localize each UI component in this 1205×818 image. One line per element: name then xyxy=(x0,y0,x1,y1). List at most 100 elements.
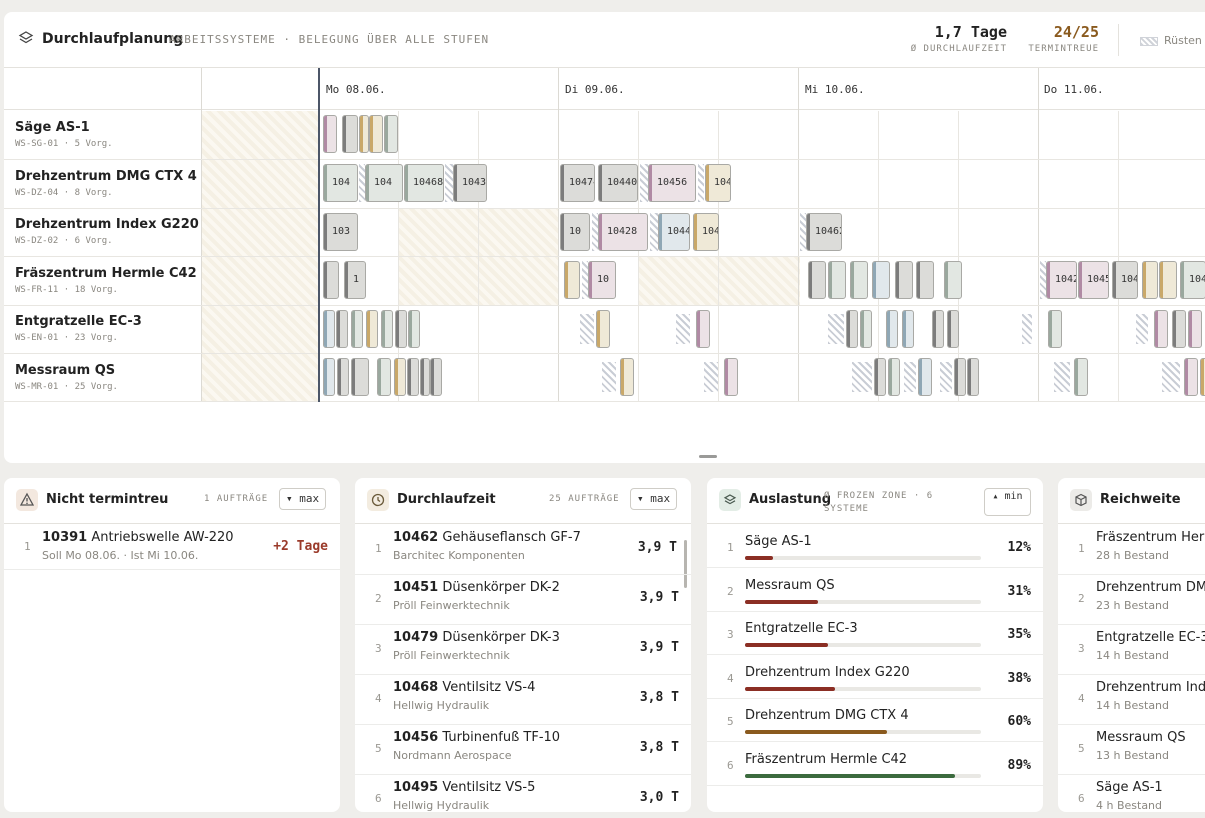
operation-bar[interactable] xyxy=(351,310,363,348)
list-item[interactable]: 6 10495 Ventilsitz VS-5 Hellwig Hydrauli… xyxy=(355,775,691,812)
workstation-label[interactable]: Säge AS-1 WS-SG-01 · 5 Vorg. xyxy=(15,120,113,149)
operation-bar[interactable] xyxy=(874,358,886,396)
operation-bar[interactable] xyxy=(1172,310,1186,348)
operation-bar[interactable]: 10474 xyxy=(560,164,595,202)
operation-bar[interactable]: 103 xyxy=(323,213,358,251)
operation-bar[interactable] xyxy=(846,310,858,348)
list-item[interactable]: 3 Entgratzelle EC-3 14 h Bestand xyxy=(1058,625,1205,675)
operation-bar[interactable]: 10 xyxy=(588,261,616,299)
operation-bar[interactable] xyxy=(323,310,335,348)
list-item[interactable]: 1 10462 Gehäuseflansch GF-7 Barchitec Ko… xyxy=(355,525,691,575)
operation-bar[interactable] xyxy=(1184,358,1198,396)
sort-button[interactable]: ▾ max xyxy=(630,488,678,510)
operation-bar[interactable]: 10468 xyxy=(404,164,444,202)
operation-bar[interactable] xyxy=(323,358,335,396)
utilization-row[interactable]: 3 Entgratzelle EC-3 35% xyxy=(707,612,1043,655)
operation-bar[interactable] xyxy=(395,310,407,348)
list-item[interactable]: 4 Drehzentrum Inde 14 h Bestand xyxy=(1058,675,1205,725)
operation-bar[interactable] xyxy=(808,261,826,299)
operation-bar[interactable] xyxy=(620,358,634,396)
operation-bar[interactable]: 1047 xyxy=(693,213,719,251)
scrollbar[interactable] xyxy=(684,540,687,588)
operation-bar[interactable] xyxy=(323,261,339,299)
operation-bar[interactable] xyxy=(596,310,610,348)
list-item[interactable]: 1 Fräszentrum Herm 28 h Bestand xyxy=(1058,525,1205,575)
operation-bar[interactable] xyxy=(1142,261,1158,299)
operation-bar[interactable] xyxy=(407,358,419,396)
utilization-row[interactable]: 6 Fräszentrum Hermle C42 89% xyxy=(707,743,1043,786)
operation-bar[interactable] xyxy=(394,358,406,396)
operation-bar[interactable] xyxy=(336,310,348,348)
operation-bar[interactable] xyxy=(337,358,349,396)
operation-bar[interactable] xyxy=(886,310,898,348)
operation-bar[interactable] xyxy=(323,115,337,153)
operation-bar[interactable] xyxy=(902,310,914,348)
utilization-row[interactable]: 5 Drehzentrum DMG CTX 4 60% xyxy=(707,699,1043,742)
list-item[interactable]: 3 10479 Düsenkörper DK-3 Pröll Feinwerkt… xyxy=(355,625,691,675)
operation-bar[interactable] xyxy=(351,358,369,396)
operation-bar[interactable]: 1045 xyxy=(1078,261,1109,299)
operation-bar[interactable] xyxy=(1200,358,1205,396)
workstation-label[interactable]: Entgratzelle EC-3 WS-EN-01 · 23 Vorg. xyxy=(15,314,142,343)
operation-bar[interactable] xyxy=(408,310,420,348)
utilization-row[interactable]: 4 Drehzentrum Index G220 38% xyxy=(707,656,1043,699)
operation-bar[interactable] xyxy=(359,115,369,153)
operation-bar[interactable] xyxy=(696,310,710,348)
operation-bar[interactable] xyxy=(860,310,872,348)
operation-bar[interactable] xyxy=(724,358,738,396)
operation-bar[interactable]: 10 xyxy=(560,213,590,251)
operation-bar[interactable]: 104 xyxy=(365,164,403,202)
list-item[interactable]: 2 Drehzentrum DMG 23 h Bestand xyxy=(1058,575,1205,625)
list-item[interactable]: 4 10468 Ventilsitz VS-4 Hellwig Hydrauli… xyxy=(355,675,691,725)
operation-bar[interactable] xyxy=(850,261,868,299)
operation-bar[interactable]: 10440 xyxy=(598,164,638,202)
operation-bar[interactable] xyxy=(366,310,378,348)
operation-bar[interactable] xyxy=(888,358,900,396)
operation-bar[interactable]: 104 xyxy=(1180,261,1205,299)
operation-bar[interactable] xyxy=(918,358,932,396)
operation-bar[interactable]: 104 xyxy=(323,164,358,202)
list-item[interactable]: 6 Säge AS-1 4 h Bestand xyxy=(1058,775,1205,812)
operation-bar[interactable]: 1042 xyxy=(1046,261,1077,299)
operation-bar[interactable] xyxy=(430,358,442,396)
operation-bar[interactable] xyxy=(954,358,966,396)
operation-bar[interactable]: 104 xyxy=(1112,261,1138,299)
operation-bar[interactable] xyxy=(895,261,913,299)
operation-bar[interactable]: 10462 xyxy=(806,213,842,251)
utilization-row[interactable]: 1 Säge AS-1 12% xyxy=(707,525,1043,568)
operation-bar[interactable]: 10428 xyxy=(598,213,648,251)
operation-bar[interactable] xyxy=(381,310,393,348)
list-item[interactable]: 1 10391 Antriebswelle AW-220 Soll Mo 08.… xyxy=(4,525,340,570)
operation-bar[interactable] xyxy=(932,310,944,348)
operation-bar[interactable]: 10456 xyxy=(648,164,696,202)
operation-bar[interactable] xyxy=(369,115,383,153)
operation-bar[interactable] xyxy=(564,261,580,299)
list-item[interactable]: 5 10456 Turbinenfuß TF-10 Nordmann Aeros… xyxy=(355,725,691,775)
operation-bar[interactable] xyxy=(947,310,959,348)
operation-bar[interactable]: 1045 xyxy=(705,164,731,202)
operation-bar[interactable] xyxy=(944,261,962,299)
operation-bar[interactable] xyxy=(1074,358,1088,396)
operation-bar[interactable] xyxy=(342,115,358,153)
operation-bar[interactable] xyxy=(828,261,846,299)
operation-bar[interactable] xyxy=(1159,261,1177,299)
workstation-label[interactable]: Drehzentrum Index G220 WS-DZ-02 · 6 Vorg… xyxy=(15,217,199,246)
panel-resize-handle[interactable] xyxy=(699,455,717,458)
operation-bar[interactable] xyxy=(1048,310,1062,348)
workstation-label[interactable]: Fräszentrum Hermle C42 WS-FR-11 · 18 Vor… xyxy=(15,266,197,295)
operation-bar[interactable] xyxy=(872,261,890,299)
list-item[interactable]: 2 10451 Düsenkörper DK-2 Pröll Feinwerkt… xyxy=(355,575,691,625)
operation-bar[interactable] xyxy=(967,358,979,396)
utilization-row[interactable]: 2 Messraum QS 31% xyxy=(707,569,1043,612)
operation-bar[interactable] xyxy=(384,115,398,153)
operation-bar[interactable] xyxy=(916,261,934,299)
workstation-label[interactable]: Drehzentrum DMG CTX 4 WS-DZ-04 · 8 Vorg. xyxy=(15,169,197,198)
sort-button[interactable]: ▾ max xyxy=(279,488,327,510)
operation-bar[interactable] xyxy=(377,358,391,396)
operation-bar[interactable] xyxy=(1154,310,1168,348)
operation-bar[interactable]: 10433 xyxy=(453,164,487,202)
sort-button[interactable]: ▴ min xyxy=(984,488,1031,516)
operation-bar[interactable] xyxy=(420,358,430,396)
operation-bar[interactable]: 1 xyxy=(344,261,366,299)
list-item[interactable]: 5 Messraum QS 13 h Bestand xyxy=(1058,725,1205,775)
